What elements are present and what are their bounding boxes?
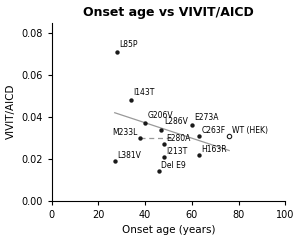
Point	[161, 155, 166, 159]
Point	[196, 134, 201, 138]
X-axis label: Onset age (years): Onset age (years)	[122, 225, 215, 235]
Text: L381V: L381V	[117, 151, 141, 160]
Point	[115, 50, 119, 54]
Point	[112, 159, 117, 163]
Text: E273A: E273A	[194, 113, 219, 122]
Text: H163R: H163R	[201, 145, 227, 154]
Text: L85P: L85P	[119, 40, 138, 49]
Text: L286V: L286V	[164, 117, 188, 126]
Point	[159, 127, 164, 131]
Text: I143T: I143T	[134, 88, 155, 97]
Point	[189, 123, 194, 127]
Point	[227, 134, 232, 138]
Text: E280A: E280A	[166, 134, 190, 143]
Point	[157, 170, 161, 174]
Text: M233L: M233L	[113, 128, 138, 137]
Text: WT (HEK): WT (HEK)	[232, 126, 268, 135]
Point	[143, 121, 148, 125]
Text: G206V: G206V	[147, 111, 173, 120]
Text: Del E9: Del E9	[161, 161, 186, 170]
Title: Onset age vs VIVIT/AICD: Onset age vs VIVIT/AICD	[83, 6, 254, 19]
Point	[138, 136, 143, 140]
Point	[196, 153, 201, 157]
Point	[161, 142, 166, 146]
Point	[129, 98, 134, 102]
Text: I213T: I213T	[166, 147, 188, 156]
Y-axis label: VIVIT/AICD: VIVIT/AICD	[6, 84, 16, 140]
Text: C263F: C263F	[201, 126, 225, 135]
